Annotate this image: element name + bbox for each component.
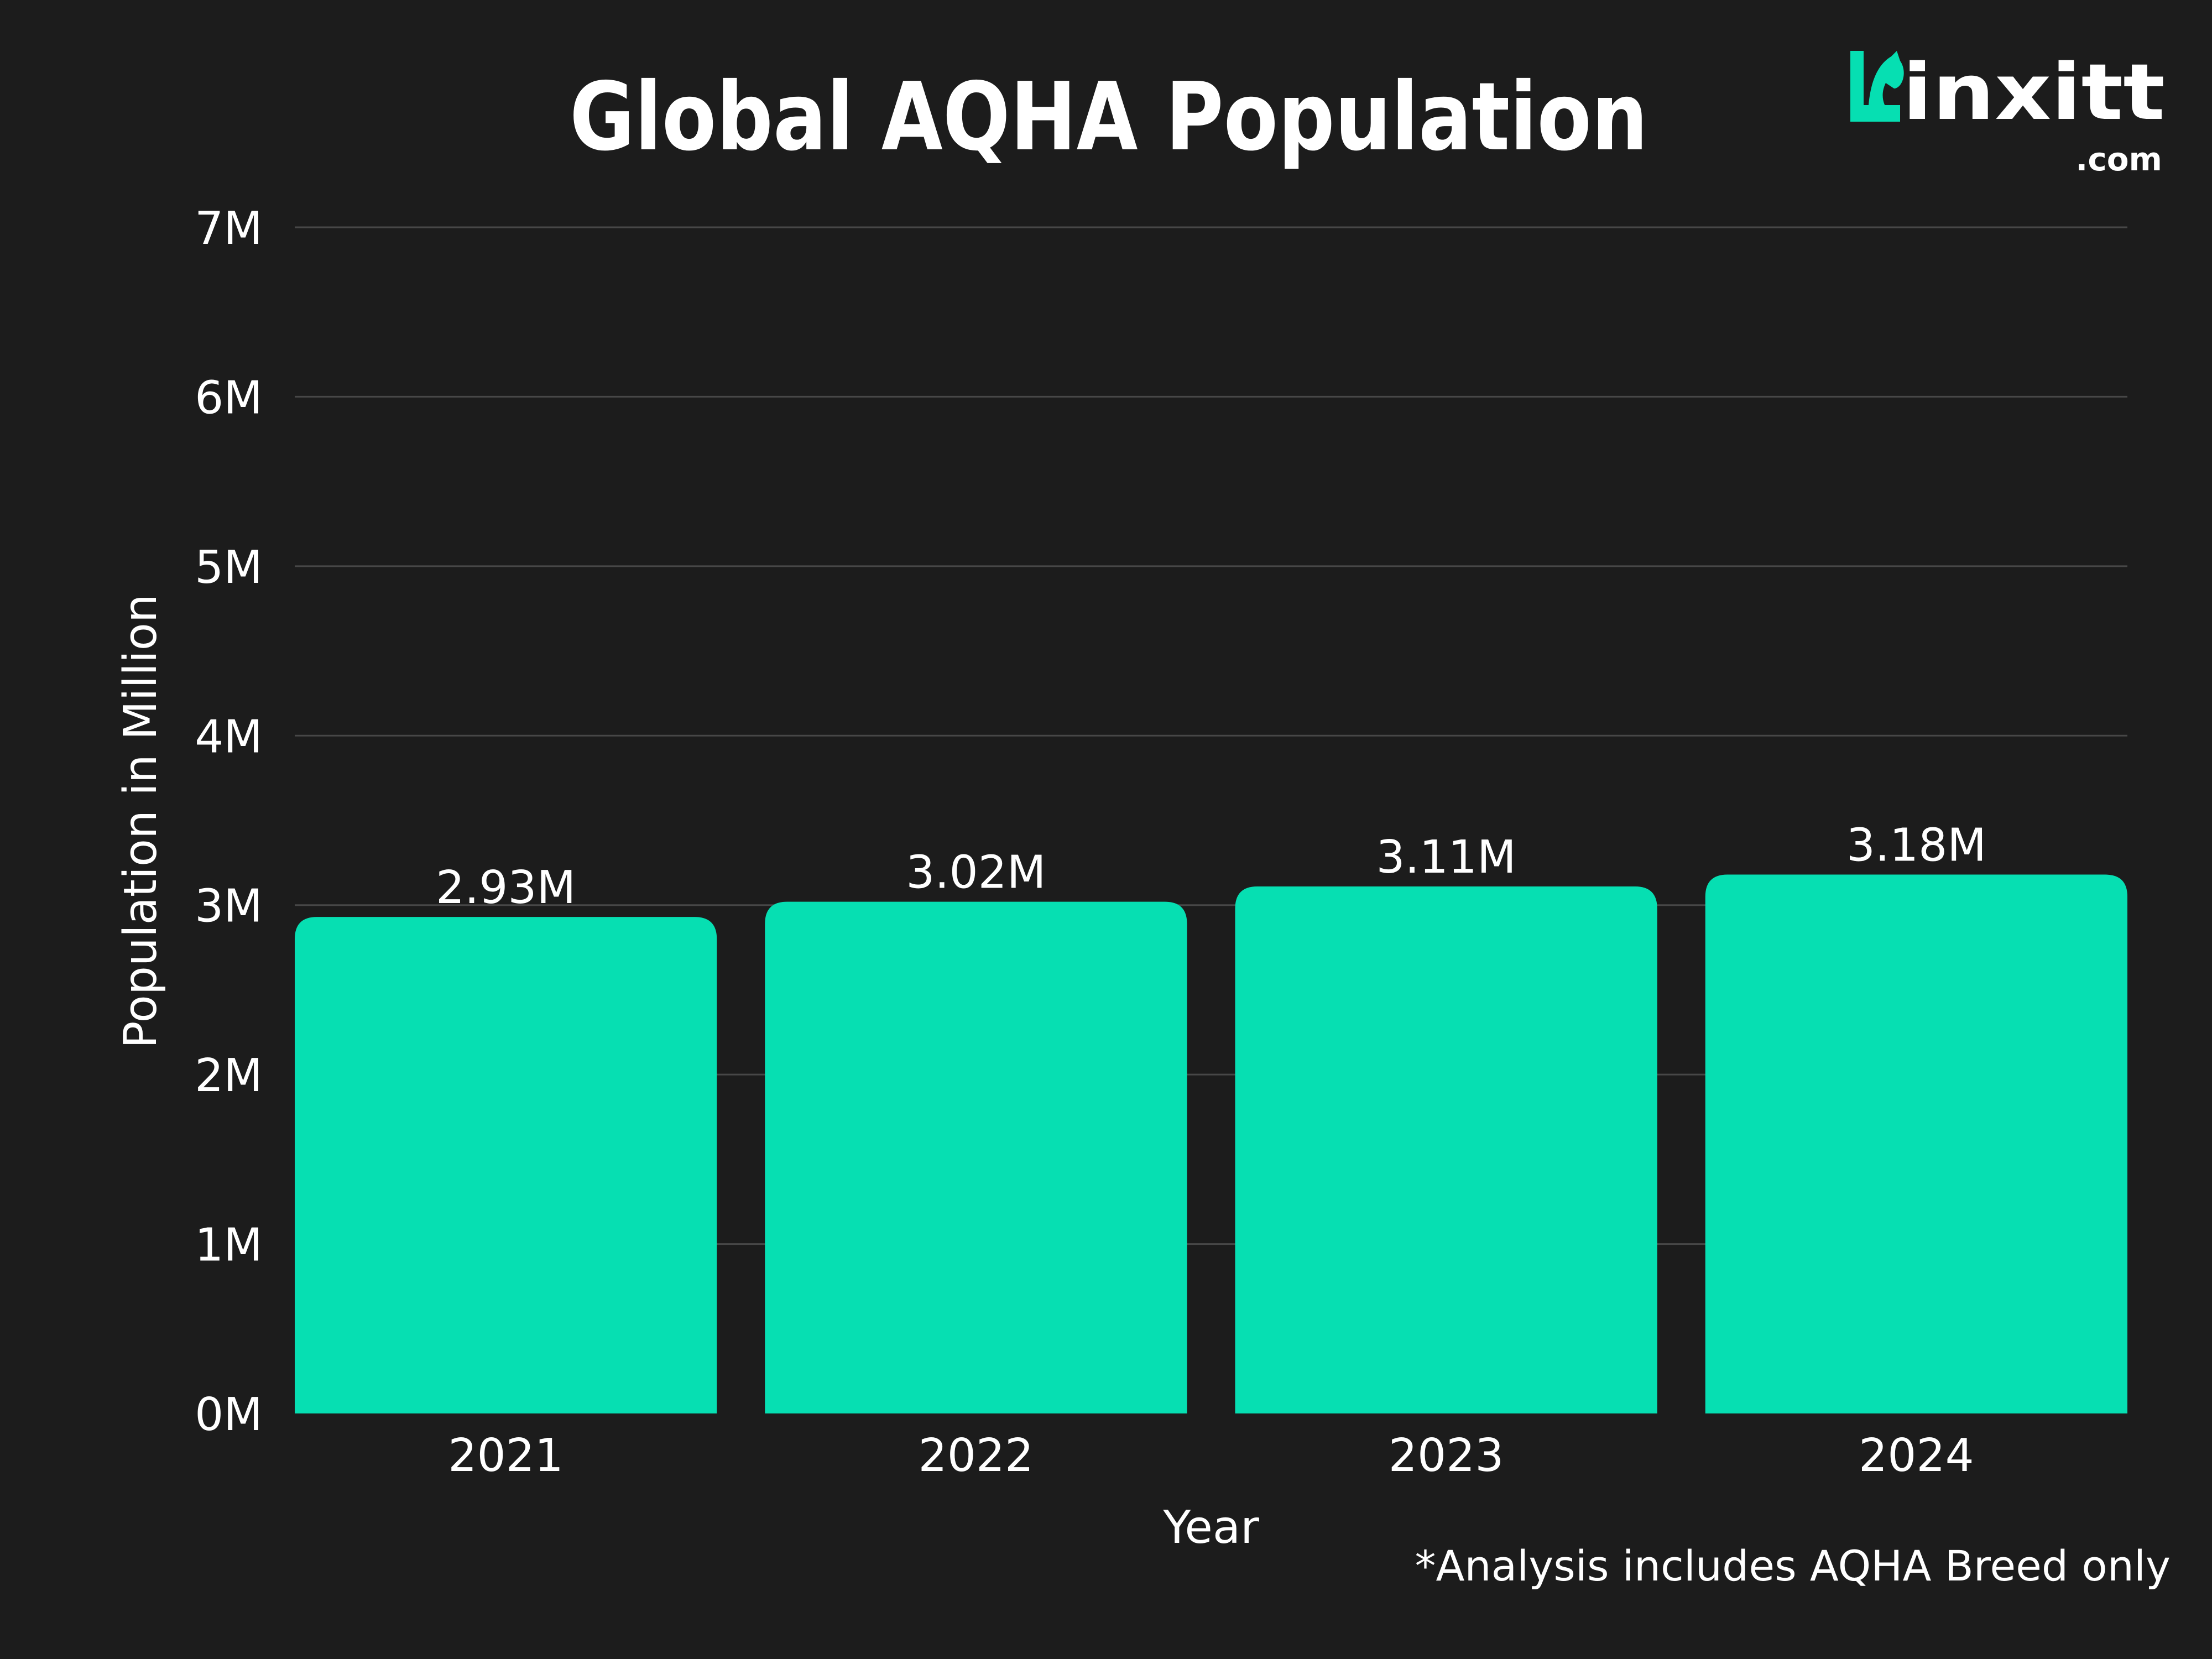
x-tick-label: 2024 [1859,1430,1974,1482]
x-tick-label: 2023 [1389,1430,1504,1482]
data-label: 2.93M [436,862,576,914]
data-label: 3.18M [1846,820,1986,872]
y-tick-label: 0M [195,1389,263,1441]
y-tick-label: 5M [195,541,263,594]
footnote: *Analysis includes AQHA Breed only [1415,1541,2171,1590]
bar-2023 [1235,886,1657,1413]
x-tick-label: 2022 [919,1430,1034,1482]
bar-2022 [765,901,1187,1413]
y-axis-label: Population in Million [114,594,167,1048]
data-label: 3.02M [906,847,1046,899]
y-tick-label: 6M [195,372,263,424]
x-tick-label: 2021 [448,1430,564,1482]
y-tick-label: 1M [195,1219,263,1272]
y-tick-label: 2M [195,1050,263,1102]
x-axis-ticks: 2021 2022 2023 2024 [448,1430,1974,1482]
y-tick-label: 7M [195,202,263,255]
bars: 2.93M 3.02M 3.11M 3.18M [295,820,2127,1413]
y-tick-label: 3M [195,880,263,933]
data-label: 3.11M [1376,831,1516,884]
bar-2021 [295,917,717,1413]
y-tick-label: 4M [195,711,263,763]
x-axis-label: Year [1162,1501,1259,1554]
logo: inxitt .com [1850,48,2165,178]
logo-text: inxitt [1902,48,2165,138]
chart-title: Global AQHA Population [570,62,1648,172]
y-axis-ticks: 0M 1M 2M 3M 4M 5M 6M 7M [195,202,263,1441]
bar-2024 [1705,874,2127,1413]
logo-suffix: .com [2075,140,2162,178]
horse-logo-icon [1850,51,1904,122]
